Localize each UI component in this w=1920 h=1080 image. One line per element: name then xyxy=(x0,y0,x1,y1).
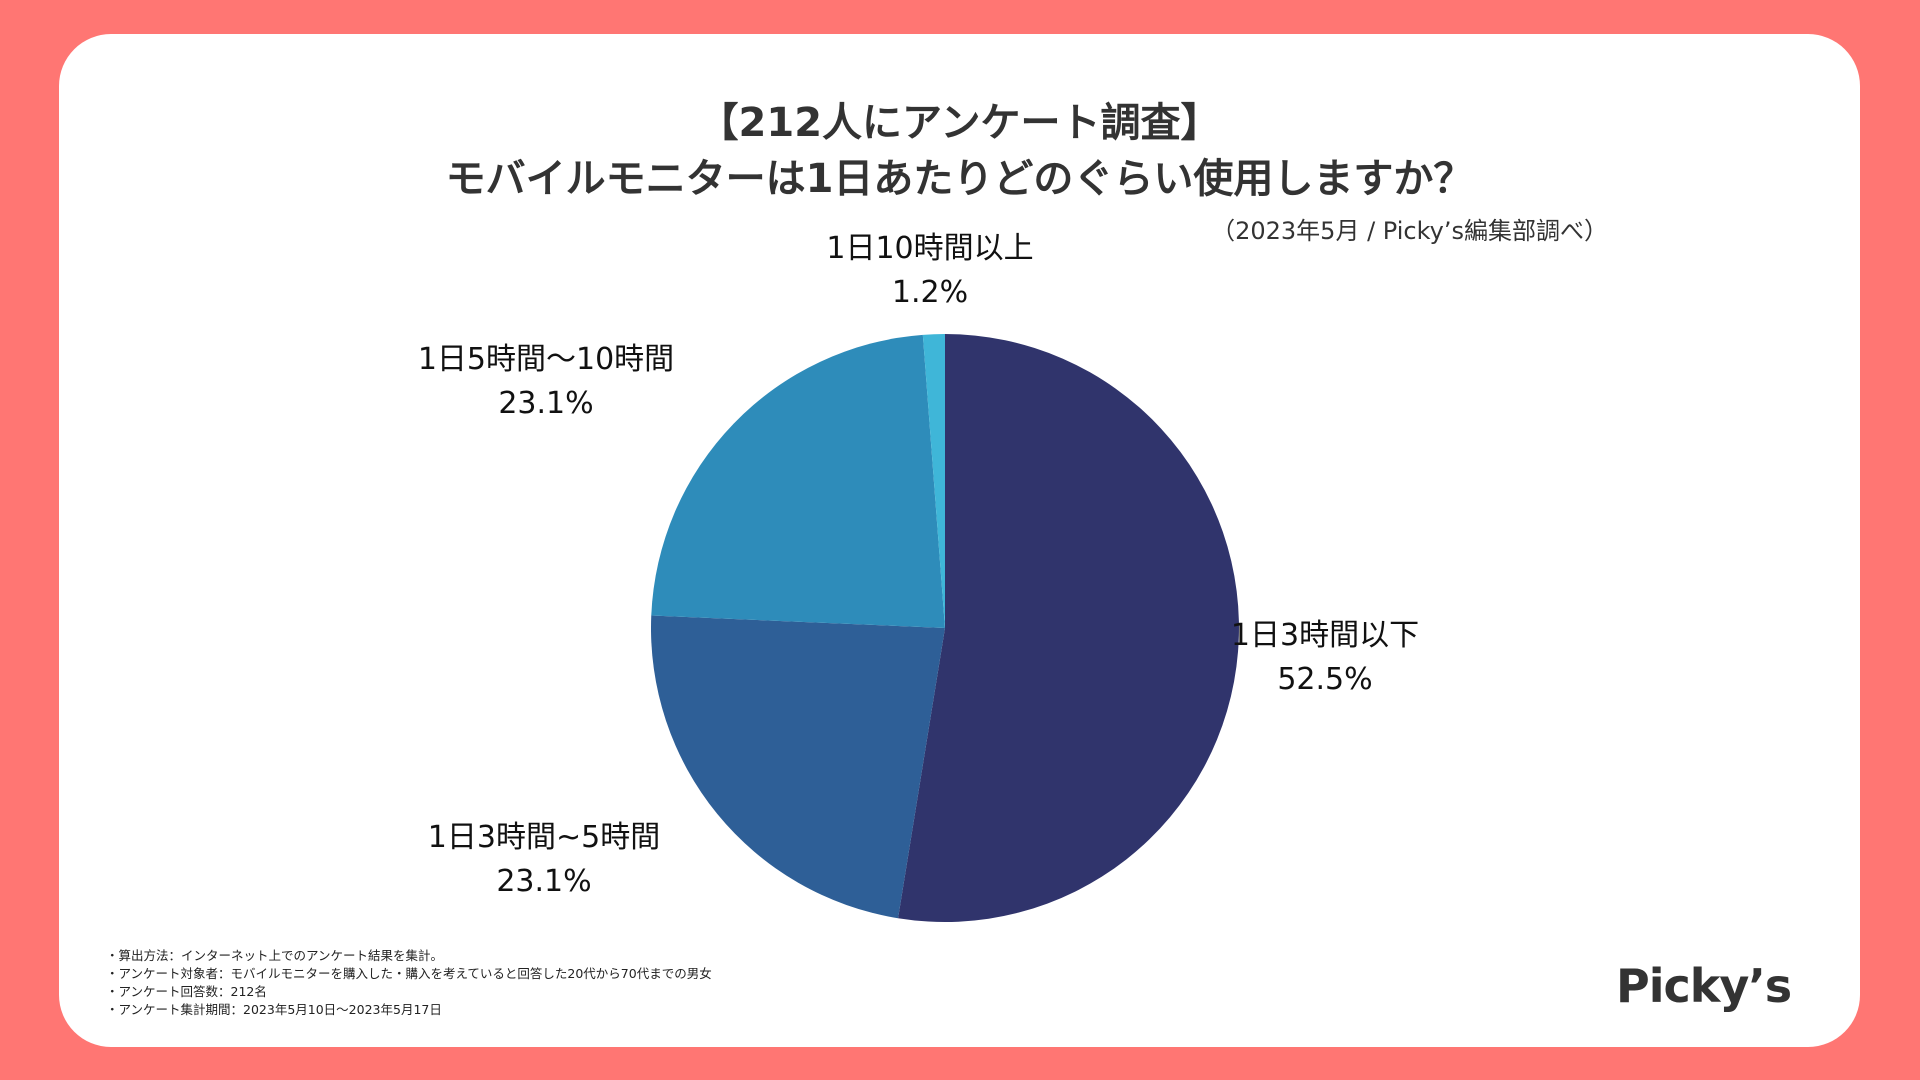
slice-label-name: 1日10時間以上 xyxy=(826,231,1034,266)
pie-chart xyxy=(650,334,1239,922)
pickys-logo: Picky’s xyxy=(1616,959,1792,1013)
survey-notes: 算出方法：インターネット上でのアンケート結果を集計。 アンケート対象者：モバイル… xyxy=(106,947,712,1019)
slice-label-percent: 1.2% xyxy=(891,275,969,310)
chart-card: 【212人にアンケート調査】 モバイルモニターは1日あたりどのぐらい使用しますか… xyxy=(59,34,1860,1047)
chart-source: （2023年5月 / Picky’s編集部調べ） xyxy=(1211,217,1608,245)
note-count: アンケート回答数：212名 xyxy=(106,983,712,1001)
note-method: 算出方法：インターネット上でのアンケート結果を集計。 xyxy=(106,947,712,965)
slice-label-name: 1日3時間~5時間 xyxy=(427,820,661,855)
slice-label-under-3h: 1日3時間以下 52.5% xyxy=(1165,614,1485,702)
slice-label-percent: 23.1% xyxy=(496,864,592,899)
slice-label-over-10h: 1日10時間以上 1.2% xyxy=(770,227,1090,315)
pie-slice-3-to-5h xyxy=(650,615,945,919)
pie-slice-5-to-10h xyxy=(651,334,945,628)
slice-label-3-to-5h: 1日3時間~5時間 23.1% xyxy=(384,816,704,904)
slice-label-5-to-10h: 1日5時間〜10時間 23.1% xyxy=(386,338,706,426)
pie-slice-over-10h xyxy=(922,334,945,628)
slice-label-percent: 52.5% xyxy=(1277,662,1373,697)
slice-label-name: 1日5時間〜10時間 xyxy=(417,342,675,377)
chart-title-question: モバイルモニターは1日あたりどのぐらい使用しますか？ xyxy=(445,156,1474,202)
pie-slice-under-3h xyxy=(898,334,1239,922)
slice-label-name: 1日3時間以下 xyxy=(1230,618,1420,653)
note-period: アンケート集計期間：2023年5月10日〜2023年5月17日 xyxy=(106,1001,712,1019)
slice-label-percent: 23.1% xyxy=(498,386,594,421)
chart-title-survey: 【212人にアンケート調査】 xyxy=(698,100,1221,146)
note-target: アンケート対象者：モバイルモニターを購入した・購入を考えていると回答した20代か… xyxy=(106,965,712,983)
